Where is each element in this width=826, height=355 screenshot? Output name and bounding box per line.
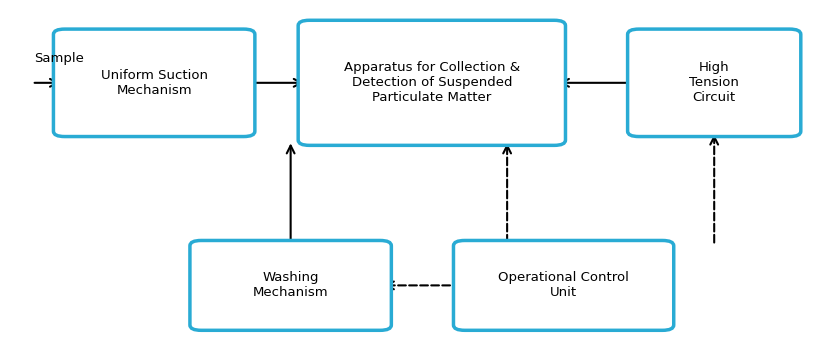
FancyBboxPatch shape	[54, 29, 255, 137]
FancyBboxPatch shape	[298, 20, 566, 145]
Text: Operational Control
Unit: Operational Control Unit	[498, 271, 629, 299]
Text: High
Tension
Circuit: High Tension Circuit	[689, 61, 739, 104]
FancyBboxPatch shape	[190, 240, 392, 330]
FancyBboxPatch shape	[453, 240, 674, 330]
FancyBboxPatch shape	[628, 29, 800, 137]
Text: Uniform Suction
Mechanism: Uniform Suction Mechanism	[101, 69, 207, 97]
Text: Washing
Mechanism: Washing Mechanism	[253, 271, 329, 299]
Text: Apparatus for Collection &
Detection of Suspended
Particulate Matter: Apparatus for Collection & Detection of …	[344, 61, 520, 104]
Text: Sample: Sample	[35, 52, 84, 65]
